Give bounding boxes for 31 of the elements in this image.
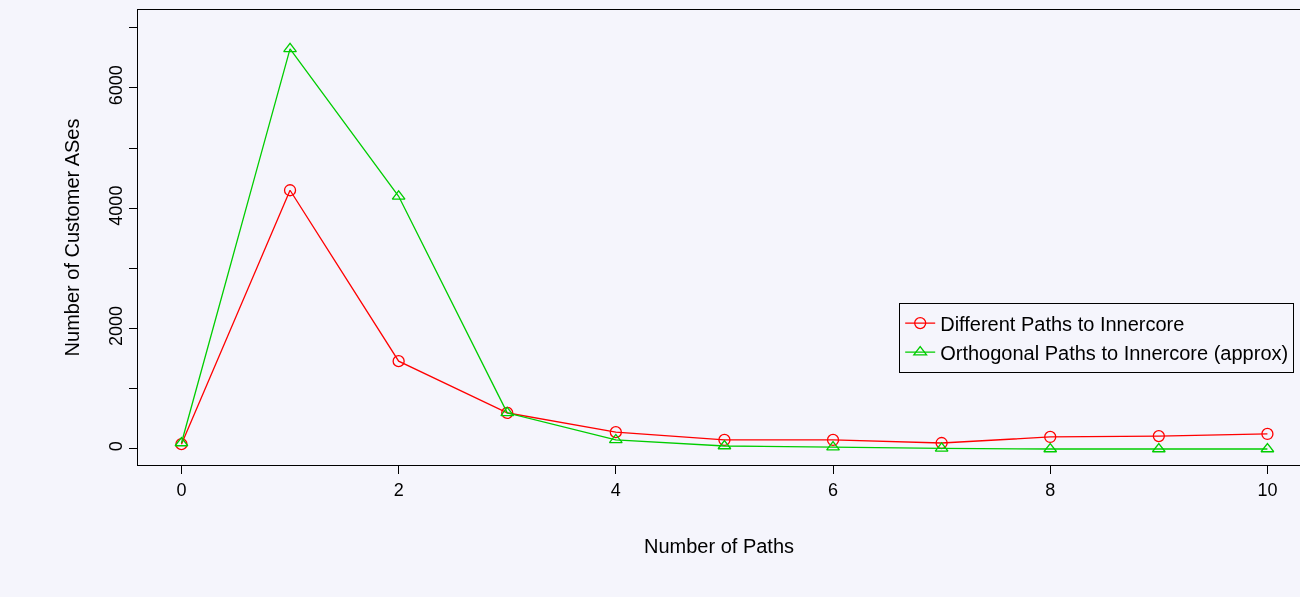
point — [609, 426, 622, 439]
point — [1152, 429, 1165, 443]
y-axis-title: Number of Customer ASes — [61, 118, 84, 357]
y-tick-label: 6000 — [105, 65, 126, 106]
point — [608, 433, 623, 444]
point — [718, 433, 731, 447]
x-tick-label: 8 — [1045, 479, 1056, 500]
point — [1260, 442, 1275, 453]
legend-label: Different Paths to Innercore — [940, 312, 1185, 335]
point — [174, 436, 189, 447]
point — [826, 433, 840, 447]
point — [1151, 442, 1166, 453]
legend-label: Orthogonal Paths to Innercore (approx) — [940, 341, 1289, 364]
x-tick-label: 2 — [393, 479, 404, 500]
x-tick-label: 6 — [828, 479, 839, 500]
point — [1044, 430, 1057, 444]
point — [1043, 442, 1058, 453]
point — [392, 355, 405, 368]
point — [1261, 427, 1274, 441]
x-tick-label: 4 — [610, 479, 621, 500]
point — [283, 42, 298, 53]
x-axis-title: Number of Paths — [643, 535, 795, 558]
point — [283, 184, 297, 197]
y-tick-label: 2000 — [105, 305, 126, 346]
point — [717, 439, 732, 450]
y-tick-label: 0 — [105, 441, 126, 452]
x-tick-label: 10 — [1257, 479, 1278, 500]
point — [935, 436, 948, 450]
point — [175, 438, 188, 451]
x-tick-label: 0 — [176, 479, 187, 500]
y-tick-label: 4000 — [105, 185, 126, 226]
